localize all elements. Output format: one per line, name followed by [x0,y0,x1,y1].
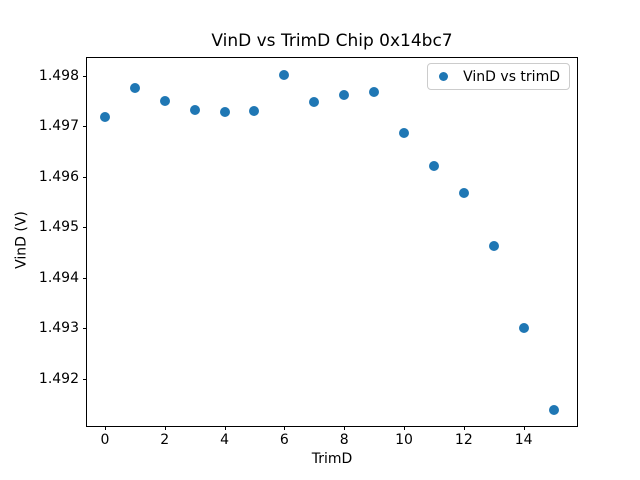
x-tick-label: 10 [395,432,413,448]
x-tick-label: 14 [514,432,533,448]
y-axis-label: VinD (V) [13,211,30,269]
x-tick-mark [224,426,226,430]
scatter-point [189,104,200,115]
legend-marker-icon [439,72,449,81]
scatter-point [369,86,380,97]
x-tick-label: 6 [279,432,289,448]
scatter-point [488,240,499,251]
y-tick-mark [83,75,87,77]
scatter-points-layer [87,58,577,426]
y-tick-mark [83,328,87,330]
y-tick-label: 1.497 [38,118,79,135]
y-tick-label: 1.496 [38,168,79,185]
scatter-point [159,96,170,107]
legend: VinD vs trimD [427,63,570,90]
scatter-point [129,82,140,93]
axis-ticks-layer: 0 2 4 6 8 10 12 14 1.492 1.493 1.494 1.495 1.496 1.49… [39,58,577,447]
y-tick-label: 1.492 [38,370,79,387]
scatter-point [219,107,230,118]
y-tick-label: 1.493 [38,320,79,337]
x-tick-mark [284,426,286,430]
plot-area: 0 2 4 6 8 10 12 14 1.492 1.493 1.494 1.495 1.496 1.49… [39,57,578,447]
y-tick-label: 1.495 [38,219,79,236]
x-tick-mark [523,426,525,430]
x-tick-mark [164,426,166,430]
x-tick-mark [344,426,346,430]
scatter-point [428,160,439,171]
y-tick-mark [83,176,87,178]
scatter-point [249,105,260,116]
y-tick-mark [83,126,87,128]
scatter-point [279,70,290,81]
x-tick-label: 12 [454,432,473,448]
x-tick-label: 0 [100,432,110,448]
y-tick-mark [83,227,87,229]
x-tick-label: 2 [160,432,170,448]
x-tick-label: 4 [220,432,230,448]
chart-title: VinD vs TrimD Chip 0x14bc7 [211,31,453,51]
y-tick-mark [83,378,87,380]
scatter-point [548,404,559,415]
y-tick-label: 1.494 [38,269,79,286]
x-tick-mark [104,426,106,430]
x-tick-mark [404,426,406,430]
y-tick-label: 1.498 [38,67,79,84]
x-tick-mark [463,426,465,430]
scatter-point [518,322,529,333]
legend-label: VinD vs trimD [463,68,560,85]
scatter-point [309,96,320,107]
scatter-point [339,90,350,101]
scatter-point [99,111,110,122]
scatter-point [458,187,469,198]
x-tick-label: 8 [339,432,349,448]
scatter-point [399,128,410,139]
y-tick-mark [83,277,87,279]
x-axis-label: TrimD [311,451,353,467]
